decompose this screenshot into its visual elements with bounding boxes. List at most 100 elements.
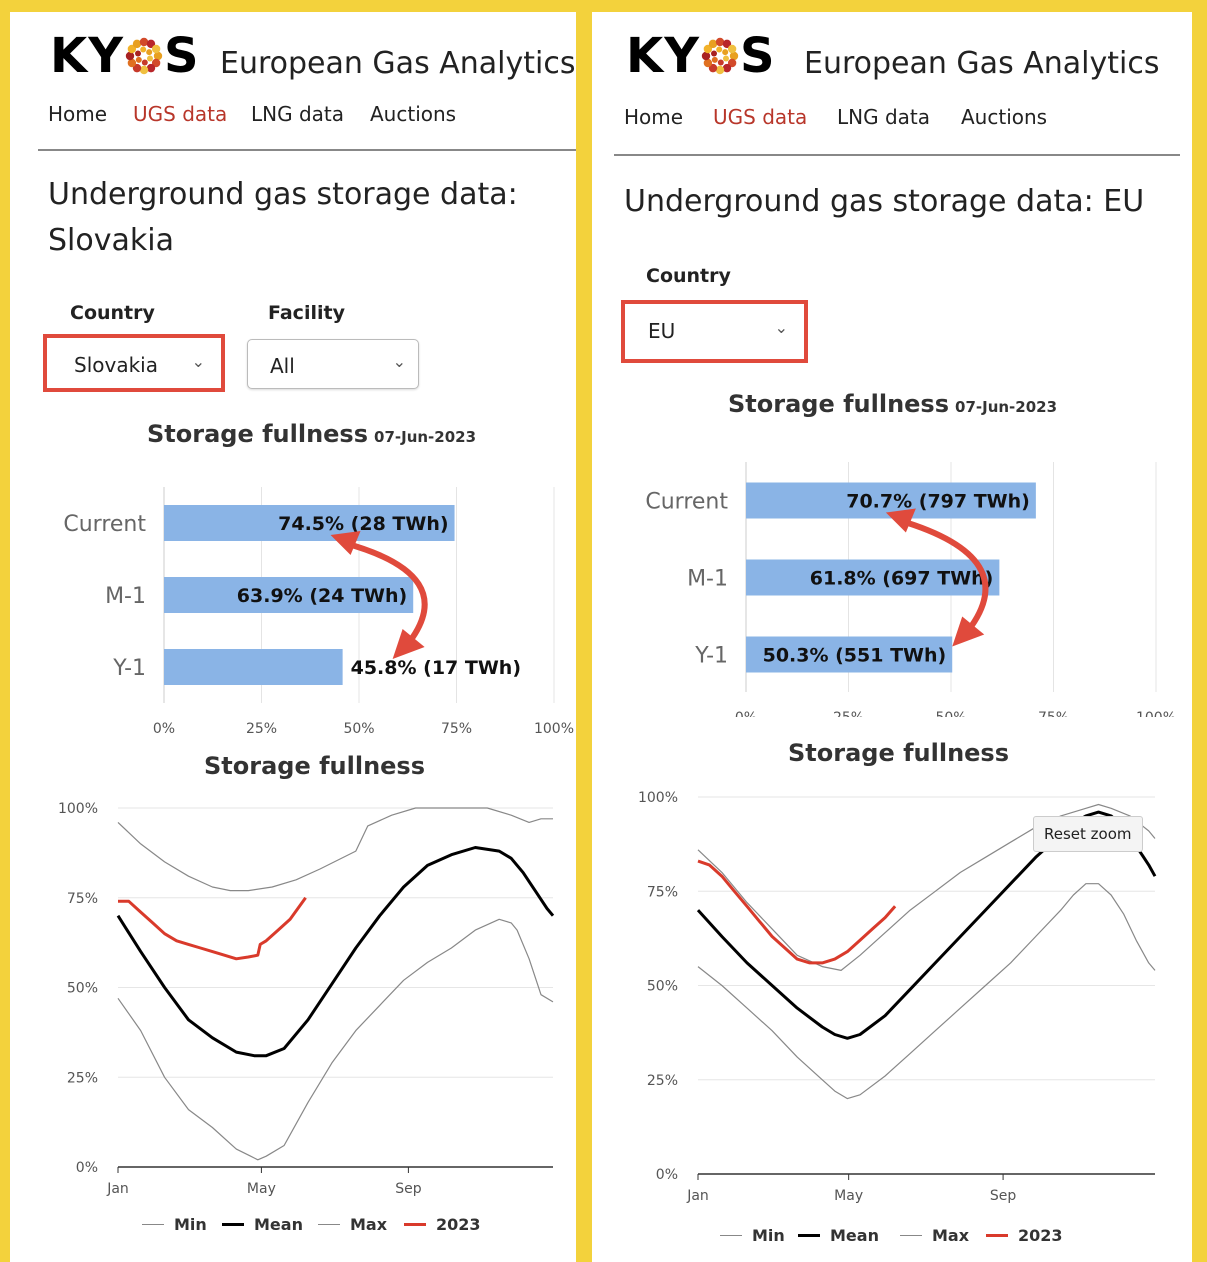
series-line-max: [117, 807, 553, 892]
logo-dot: [710, 50, 717, 57]
data-label: 45.8% (17 TWh): [351, 657, 521, 679]
logo-dot: [703, 58, 713, 68]
nav-home[interactable]: Home: [48, 102, 108, 126]
logo-dot: [132, 39, 142, 49]
logo-dot: [139, 37, 149, 47]
legend-item-2023[interactable]: 2023: [404, 1215, 481, 1234]
category-label: Current: [63, 512, 146, 537]
facility-select[interactable]: All ⌄: [247, 339, 419, 389]
logo-dot: [715, 65, 725, 75]
legend-item-mean[interactable]: Mean: [798, 1226, 879, 1245]
country-select[interactable]: Slovakia ⌄: [52, 342, 217, 386]
series-line-2023: [697, 859, 897, 965]
bar: [164, 505, 455, 541]
kyos-logo[interactable]: KY S: [626, 28, 776, 84]
series-line-2023: [118, 896, 307, 961]
x-tick-label: Jan: [686, 1188, 709, 1204]
x-tick-label: Jan: [106, 1181, 129, 1197]
legend-swatch: [798, 1234, 820, 1237]
x-tick-label: May: [834, 1188, 863, 1204]
nav-home[interactable]: Home: [624, 105, 684, 129]
country-select-value: Slovakia: [74, 353, 158, 377]
arrow-head-icon: [952, 616, 985, 647]
category-label: Current: [645, 490, 728, 515]
legend-label: 2023: [436, 1215, 481, 1234]
bar: [164, 649, 343, 685]
legend-swatch: [222, 1223, 244, 1226]
logo-dot: [703, 44, 713, 54]
legend-label: Mean: [254, 1215, 303, 1234]
x-tick-label: 75%: [441, 721, 472, 737]
trend-arrow-curve: [896, 517, 989, 634]
logo-dot: [153, 51, 163, 61]
legend-item-mean[interactable]: Mean: [222, 1215, 303, 1234]
category-label: Y-1: [112, 656, 146, 681]
logo-dot: [135, 56, 142, 63]
page-title: Underground gas storage data: Slovakia: [48, 172, 518, 264]
legend-item-min[interactable]: Min: [142, 1215, 207, 1234]
x-tick-label: 25%: [246, 721, 277, 737]
category-label: M-1: [105, 584, 146, 609]
line-chart: 0% 25% 50% 75% 100% Jan May Sep: [638, 790, 1157, 1204]
country-select[interactable]: EU ⌄: [630, 308, 800, 354]
logo-dots-icon: [701, 37, 739, 75]
line-chart-title: Storage fullness: [788, 739, 1010, 767]
nav-lng-data[interactable]: LNG data: [837, 105, 931, 129]
logo-dot: [722, 49, 729, 56]
logo-dot: [715, 37, 725, 47]
line-chart: 0% 25% 50% 75% 100% Jan May Sep: [58, 801, 555, 1197]
logo-dot: [125, 51, 135, 61]
legend-item-max[interactable]: Max: [318, 1215, 387, 1234]
logo-dot: [139, 65, 149, 75]
facility-select-value: All: [270, 354, 295, 378]
series-line-mean: [696, 810, 1157, 1040]
bar-chart: 0% 25% 50% 75% 100% Current 70.7% (797 TWh) M-1…: [645, 462, 1176, 717]
bar: [746, 559, 1000, 596]
logo-dot: [146, 39, 156, 49]
data-label: 50.3% (551 TWh): [763, 645, 947, 667]
y-tick-label: 100%: [58, 801, 98, 817]
nav-divider: [38, 149, 576, 151]
nav-ugs-data[interactable]: UGS data: [133, 102, 228, 126]
logo-dot: [127, 44, 137, 54]
brand-name: European Gas Analytics: [804, 46, 1160, 81]
logo-dot: [151, 58, 161, 68]
legend-item-max[interactable]: Max: [900, 1226, 969, 1245]
nav-lng-data[interactable]: LNG data: [251, 102, 345, 126]
bar-chart: 0% 25% 50% 75% 100% Current 74.5% (28 TWh) M-1 6…: [63, 487, 574, 737]
y-tick-label: 100%: [638, 790, 678, 806]
series-line-min: [117, 918, 554, 1161]
x-tick-label: Sep: [990, 1188, 1017, 1204]
country-highlight-box: [43, 334, 225, 392]
legend-label: Min: [752, 1226, 785, 1245]
logo-dot: [727, 58, 737, 68]
logo-dot: [717, 59, 724, 66]
bar: [164, 577, 414, 613]
legend-label: 2023: [1018, 1226, 1063, 1245]
nav-auctions[interactable]: Auctions: [961, 105, 1048, 129]
legend-item-min[interactable]: Min: [720, 1226, 785, 1245]
x-tick-label: Sep: [395, 1181, 422, 1197]
legend-swatch: [986, 1234, 1008, 1237]
nav-auctions[interactable]: Auctions: [370, 102, 457, 126]
nav-ugs-data[interactable]: UGS data: [713, 105, 808, 129]
kyos-logo[interactable]: KY S: [50, 28, 200, 84]
bar-chart-title-text: Storage fullness: [147, 420, 369, 448]
x-tick-label: 0%: [735, 710, 757, 717]
series-line-mean: [116, 846, 555, 1058]
series-line-max: [697, 803, 1156, 971]
slovakia-panel: KY S European Gas Analytics Home UGS data…: [10, 12, 576, 1262]
data-label: 63.9% (24 TWh): [237, 585, 407, 607]
logo-dot: [134, 50, 141, 57]
data-label: 61.8% (697 TWh): [810, 568, 994, 590]
chevron-down-icon: ⌄: [774, 318, 788, 337]
legend-item-2023[interactable]: 2023: [986, 1226, 1063, 1245]
country-highlight-box: [621, 300, 808, 363]
page-title-line2: Slovakia: [48, 223, 174, 258]
reset-zoom-button[interactable]: Reset zoom: [1033, 816, 1143, 852]
logo-dot: [701, 51, 711, 61]
bar-chart-title: Storage fullness 07-Jun-2023: [728, 390, 1057, 418]
eu-panel: KY S European Gas Analytics Home UGS data…: [592, 12, 1192, 1262]
y-tick-label: 75%: [67, 891, 98, 907]
data-label: 74.5% (28 TWh): [278, 513, 448, 535]
